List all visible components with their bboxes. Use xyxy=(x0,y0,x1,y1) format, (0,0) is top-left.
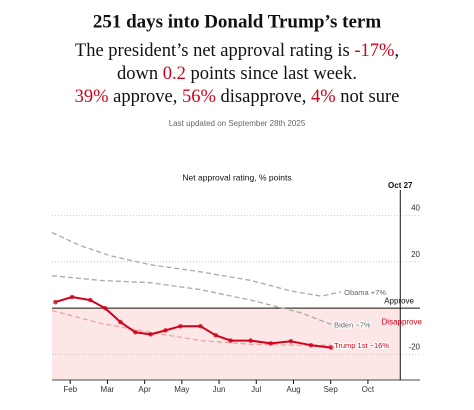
x-tick-label: Mar xyxy=(101,385,115,394)
series-point xyxy=(308,342,314,348)
date-marker-label: Oct 27 xyxy=(388,181,413,190)
series-point xyxy=(268,341,274,346)
series-point xyxy=(102,305,108,311)
series-line xyxy=(51,232,342,297)
series-point xyxy=(288,339,294,344)
summary-line: The president’s net approval rating is -… xyxy=(75,41,399,61)
x-tick-label: Aug xyxy=(286,385,300,394)
series-point xyxy=(53,299,58,305)
x-tick-label: Feb xyxy=(63,385,77,394)
series-point xyxy=(198,323,203,329)
zone-label: Disapprove xyxy=(382,317,423,326)
series-line xyxy=(51,309,332,346)
disapprove-zone xyxy=(52,308,401,380)
text: down xyxy=(117,64,163,84)
y-tick-label: 20 xyxy=(411,250,420,259)
highlight: 4% xyxy=(311,87,336,107)
series-point xyxy=(163,328,168,333)
highlight: 0.2 xyxy=(163,64,186,84)
x-tick-label: May xyxy=(174,385,189,394)
highlight: 56% xyxy=(182,87,216,107)
y-tick-label: -20 xyxy=(408,343,420,352)
summary-line: 39% approve, 56% disapprove, 4% not sure xyxy=(75,87,400,107)
highlight: -17% xyxy=(354,41,394,61)
series-point xyxy=(118,319,123,325)
series-point xyxy=(248,338,253,343)
series-point xyxy=(328,345,334,350)
page-title: 251 days into Donald Trump’s term xyxy=(93,11,382,32)
series-point xyxy=(148,332,153,337)
series-point xyxy=(88,297,93,303)
series-point xyxy=(228,338,233,343)
summary-line: down 0.2 points since last week. xyxy=(117,64,357,84)
series-point xyxy=(178,323,183,329)
y-tick-label: 40 xyxy=(411,204,420,213)
series-label: Trump 1st −16% xyxy=(334,341,389,350)
x-tick-label: Sep xyxy=(324,385,339,394)
text: not sure xyxy=(336,87,400,107)
series-line xyxy=(51,275,332,326)
highlight: 39% xyxy=(75,87,109,107)
text: , xyxy=(394,41,399,61)
text: disapprove, xyxy=(216,87,311,107)
chart-title: Net approval rating, % points xyxy=(182,172,291,182)
text: points since last week. xyxy=(186,64,357,84)
series-point xyxy=(213,332,219,338)
series-label: Obama +7% xyxy=(344,288,386,297)
x-tick-label: Oct xyxy=(362,385,375,394)
series-point xyxy=(133,329,138,335)
zone-label: Approve xyxy=(384,296,414,305)
updated-note: Last updated on September 28th 2025 xyxy=(169,119,306,128)
text: approve, xyxy=(109,87,182,107)
x-tick-label: Jul xyxy=(251,385,261,394)
series-label: Biden −7% xyxy=(334,320,371,329)
x-tick-label: Jun xyxy=(213,385,226,394)
series-point xyxy=(69,294,75,300)
text: The president’s net approval rating is xyxy=(75,41,354,61)
x-tick-label: Apr xyxy=(138,385,151,394)
